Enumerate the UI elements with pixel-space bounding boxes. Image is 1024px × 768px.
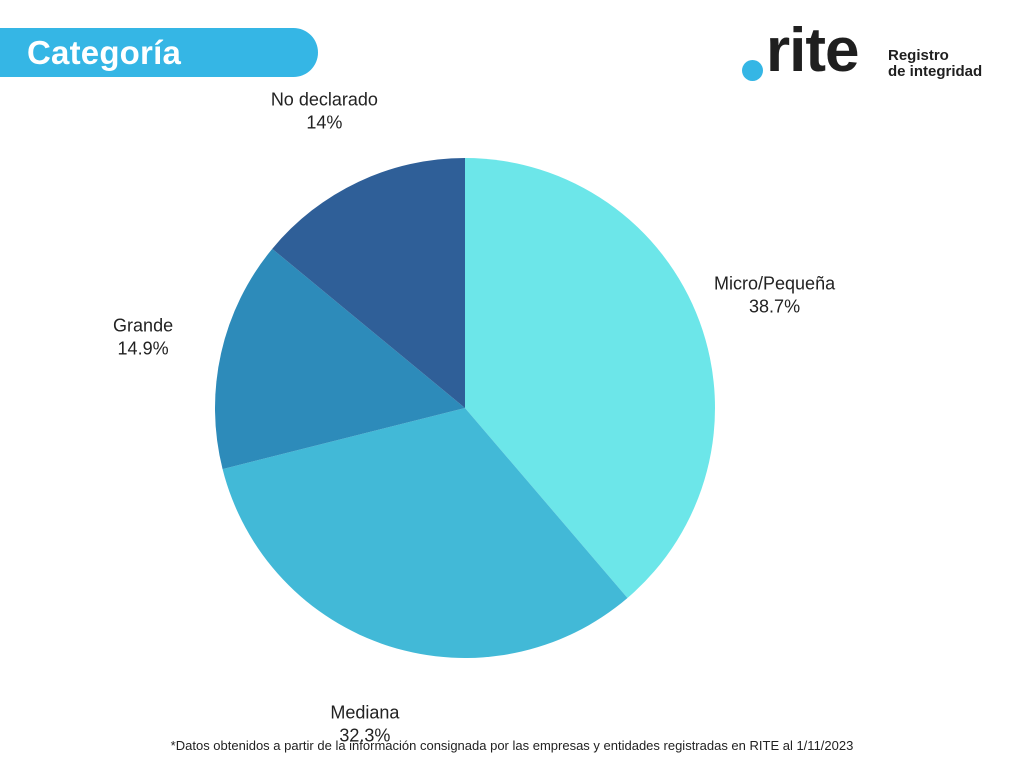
pie-slice-mediana (222, 408, 628, 658)
rite-logo: rite Registro de integridad (742, 16, 992, 88)
slice-label-name: Micro/Pequeña (714, 274, 836, 294)
page-title: Categoría (27, 33, 182, 71)
logo-wordmark: rite (766, 16, 859, 85)
slice-label-micro-pequena: Micro/Pequeña 38.7% (714, 274, 836, 317)
footnote: *Datos obtenidos a partir de la informac… (170, 738, 854, 753)
slice-label-value: 38.7% (749, 297, 800, 317)
slice-label-no-declarado: No declarado 14% (271, 89, 378, 132)
slice-label-value: 32.3% (339, 725, 390, 745)
slice-label-name: Grande (113, 315, 173, 335)
logo-subtitle: Registro de integridad (888, 48, 982, 80)
logo-dot-icon (742, 60, 763, 81)
pie-slice-micro-pequena (465, 158, 715, 598)
logo-subtitle-line2: de integridad (888, 63, 983, 80)
pie-slice-grande (215, 248, 465, 470)
title-banner: Categoría (0, 28, 318, 77)
slice-label-name: Mediana (330, 702, 400, 722)
slice-label-grande: Grande 14.9% (113, 315, 173, 358)
slice-label-name: No declarado (271, 89, 378, 109)
pie-slice-no-declarado (272, 158, 465, 408)
slice-label-value: 14% (306, 112, 342, 132)
logo-subtitle-line1: Registro (888, 47, 949, 64)
slice-label-mediana: Mediana 32.3% (330, 702, 400, 745)
slice-label-value: 14.9% (118, 338, 169, 358)
